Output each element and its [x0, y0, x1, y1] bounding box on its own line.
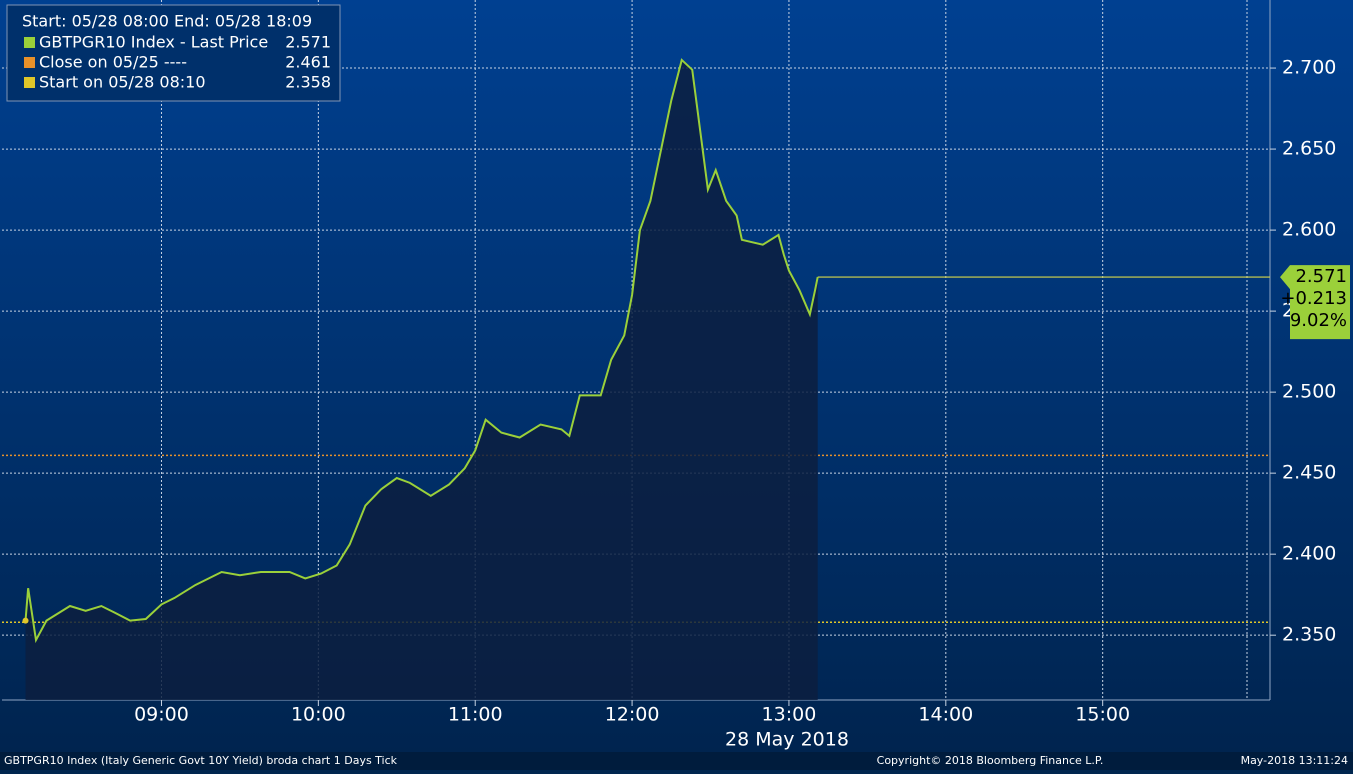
legend-label: Close on 05/25 ---- [39, 53, 187, 72]
legend-value: 2.571 [285, 33, 331, 52]
y-tick-label: 2.500 [1282, 381, 1336, 403]
start-marker [22, 617, 29, 624]
y-tick-label: 2.650 [1282, 138, 1336, 160]
x-tick-label: 09:00 [134, 704, 189, 726]
legend-swatch [24, 77, 35, 88]
area [25, 59, 818, 700]
x-tick-label: 10:00 [291, 704, 346, 726]
y-tick-label: 2.600 [1282, 219, 1336, 241]
legend-header: Start: 05/28 08:00 End: 05/28 18:09 [22, 12, 312, 31]
x-tick-label: 11:00 [448, 704, 503, 726]
y-tick-label: 2.450 [1282, 462, 1336, 484]
line [24, 58, 819, 644]
legend-value: 2.461 [285, 53, 331, 72]
legend-box [6, 4, 341, 102]
last-price-label: 2.571 [1295, 266, 1347, 287]
last-price-label: +0.213 [1280, 288, 1347, 309]
legend-label: Start on 05/28 08:10 [39, 73, 206, 92]
legend-label: GBTPGR10 Index - Last Price [39, 33, 268, 52]
y-tick-label: 2.350 [1282, 624, 1336, 646]
legend-swatch [24, 37, 35, 48]
footer-band [0, 752, 1353, 770]
legend-value: 2.358 [285, 73, 331, 92]
legend: GBTPGR10 Index - Last Price 2.571 Close on… [24, 33, 331, 92]
footer-left: GBTPGR10 Index (Italy Generic Govt 10Y Y… [4, 754, 398, 767]
y-tick-label: 2.400 [1282, 543, 1336, 565]
footer-right: May-2018 13:11:24 [1241, 754, 1348, 767]
x-tick-label: 14:00 [918, 704, 973, 726]
footer-center: Copyright© 2018 Bloomberg Finance L.P. [877, 754, 1104, 767]
last-price-tag [1280, 265, 1350, 340]
x-tick-label: 13:00 [762, 704, 817, 726]
x-axis-label: 28 May 2018 [725, 729, 849, 751]
legend-swatch [24, 57, 35, 68]
y-tick-label: 2.700 [1282, 57, 1336, 79]
x-tick-label: 12:00 [605, 704, 660, 726]
x-tick-label: 15:00 [1075, 704, 1130, 726]
last-price-label: 9.02% [1290, 310, 1347, 331]
